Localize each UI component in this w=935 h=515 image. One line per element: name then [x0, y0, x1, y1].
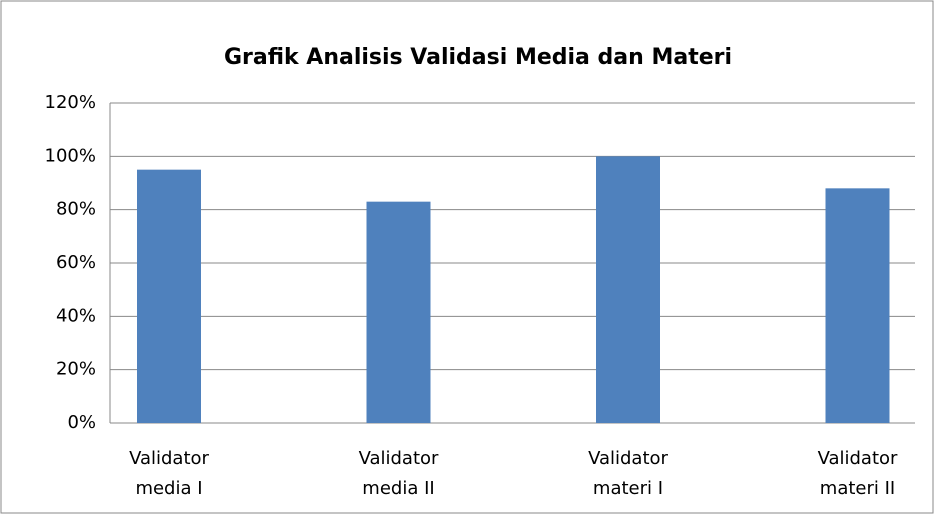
bar	[366, 201, 431, 423]
y-tick-label: 120%	[45, 92, 96, 113]
y-tick-label: 60%	[56, 252, 96, 273]
x-tick-label: Validator materi II	[817, 448, 898, 499]
y-tick-label: 0%	[67, 412, 96, 433]
bar	[137, 169, 201, 423]
chart-title: Grafik Analisis Validasi Media dan Mater…	[224, 45, 732, 70]
bar	[596, 156, 660, 424]
bar	[825, 188, 890, 423]
y-tick-label: 40%	[56, 305, 96, 326]
x-tick-label: Validator materi I	[588, 448, 668, 499]
y-tick-label: 80%	[56, 199, 96, 220]
y-tick-label: 100%	[45, 145, 96, 166]
y-tick-label: 20%	[56, 359, 96, 380]
x-tick-label: Validator media II	[358, 448, 439, 499]
x-tick-label: Validator media I	[129, 448, 209, 499]
